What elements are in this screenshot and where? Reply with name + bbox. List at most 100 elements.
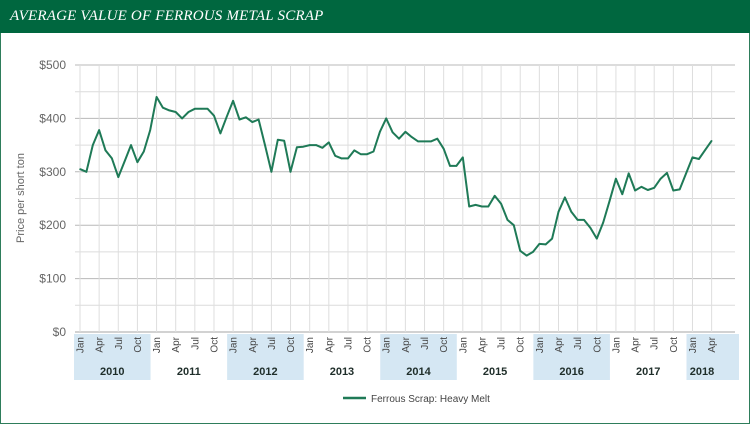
month-tick-label: Oct <box>133 337 144 353</box>
data-point <box>372 150 375 153</box>
y-tick-label: $0 <box>53 325 67 339</box>
data-point <box>666 172 668 174</box>
data-point <box>430 140 432 143</box>
data-point <box>423 140 426 143</box>
data-point <box>245 116 247 119</box>
data-point <box>289 171 292 173</box>
data-point <box>270 171 273 173</box>
data-point <box>449 165 451 167</box>
data-point <box>659 177 662 180</box>
month-tick-label: Oct <box>669 337 680 353</box>
data-point <box>538 243 541 245</box>
data-point <box>315 144 317 146</box>
month-tick-label: Jan <box>382 337 393 353</box>
data-point <box>117 176 120 178</box>
data-point <box>698 158 700 160</box>
data-point <box>143 150 145 153</box>
data-point <box>308 144 311 146</box>
month-tick-label: Oct <box>286 337 297 353</box>
series-line <box>79 96 713 257</box>
month-tick-label: Jul <box>114 337 125 350</box>
data-point <box>187 111 190 113</box>
year-band <box>380 334 457 380</box>
data-point <box>366 153 368 155</box>
data-point <box>174 111 177 113</box>
data-point <box>155 96 158 98</box>
data-point <box>653 187 655 189</box>
month-tick-label: Jan <box>229 337 240 353</box>
year-band <box>227 334 304 380</box>
data-point <box>194 107 196 110</box>
data-point <box>79 168 81 170</box>
data-point <box>417 140 419 143</box>
month-tick-label: Jan <box>76 337 87 353</box>
data-point <box>474 204 477 206</box>
month-tick-label: Apr <box>401 336 412 352</box>
month-tick-label: Oct <box>439 337 450 353</box>
data-point <box>340 157 343 160</box>
data-point <box>468 205 470 208</box>
data-point <box>404 130 407 133</box>
data-point <box>678 188 681 191</box>
data-point <box>627 172 630 175</box>
year-label: 2011 <box>177 366 201 378</box>
month-tick-label: Jan <box>535 337 546 353</box>
data-point <box>276 138 279 141</box>
data-point <box>123 160 126 162</box>
data-point <box>136 161 139 163</box>
data-point <box>257 118 260 121</box>
data-point <box>321 146 324 149</box>
data-point <box>442 148 445 150</box>
month-tick-label: Jul <box>650 337 661 350</box>
month-tick-label: Jan <box>305 337 316 353</box>
month-tick-label: Jul <box>420 337 431 350</box>
data-point <box>519 250 522 252</box>
data-point <box>264 144 266 146</box>
data-point <box>481 205 483 208</box>
y-tick-label: $400 <box>39 111 66 125</box>
chart-title: AVERAGE VALUE OF FERROUS METAL SCRAP <box>10 8 324 24</box>
data-point <box>296 146 298 149</box>
year-label: 2016 <box>559 366 583 378</box>
year-label: 2010 <box>100 366 124 378</box>
data-point <box>232 99 234 102</box>
data-point <box>398 137 400 140</box>
data-point <box>104 149 107 152</box>
month-tick-label: Apr <box>171 336 182 352</box>
data-point <box>595 237 598 240</box>
year-label: 2015 <box>483 366 507 378</box>
data-point <box>551 237 553 240</box>
data-point <box>85 171 88 173</box>
year-band <box>686 334 739 380</box>
month-tick-label: Jul <box>343 337 354 350</box>
data-point <box>410 136 413 138</box>
data-point <box>634 189 636 192</box>
month-tick-label: Oct <box>516 337 527 353</box>
data-point <box>328 141 330 144</box>
data-point <box>589 227 592 229</box>
month-tick-label: Oct <box>363 337 374 353</box>
data-point <box>238 118 241 121</box>
year-label: 2017 <box>636 366 660 378</box>
month-tick-label: Jan <box>458 337 469 353</box>
data-point <box>251 121 254 123</box>
data-point <box>302 145 305 148</box>
data-point <box>621 193 624 196</box>
data-point <box>149 129 151 131</box>
data-point <box>219 132 222 135</box>
data-point <box>455 165 458 167</box>
month-tick-label: Apr <box>248 336 259 352</box>
data-point <box>359 153 362 155</box>
month-tick-label: Jul <box>267 337 278 350</box>
month-tick-label: Jan <box>688 337 699 353</box>
data-point <box>200 107 203 110</box>
month-tick-label: Apr <box>554 336 565 352</box>
data-point <box>283 140 285 142</box>
data-point <box>130 144 132 146</box>
data-point <box>391 131 394 134</box>
year-label: 2018 <box>690 366 714 378</box>
month-tick-label: Apr <box>631 336 642 352</box>
data-point <box>98 129 100 131</box>
month-tick-label: Oct <box>592 337 603 353</box>
